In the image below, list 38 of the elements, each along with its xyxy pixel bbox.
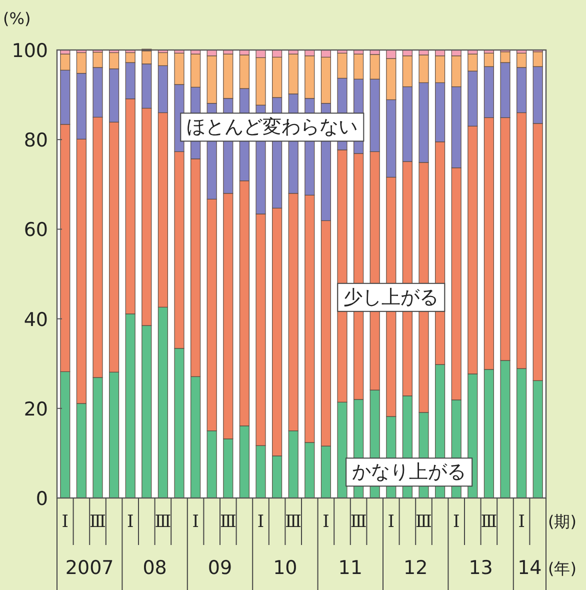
series-label: 少し上がる [344,286,439,308]
text: 2007 [65,557,114,579]
x-tick-label: Ⅰ [452,512,460,532]
text: 09 [208,557,232,579]
x-tick-label: Ⅰ [518,512,525,532]
x-tick-label: Ⅰ [126,512,134,532]
y-tick-label: 20 [24,398,48,420]
text: 12 [404,557,428,579]
y-tick-label: 60 [24,219,48,242]
x-tick-label: Ⅲ [154,512,172,532]
text: 14 [518,557,542,579]
y-tick-label: 40 [24,308,48,331]
x-tick-label: Ⅲ [220,512,236,532]
series-label: 少し上がる [337,282,446,312]
x-tick-label: Ⅲ [285,512,302,532]
x-tick-label: Ⅰ [388,512,395,532]
text: 10 [273,557,298,579]
y-tick-label: 80 [24,130,48,152]
x-tick-label: Ⅲ [350,512,367,532]
text: (年) [548,559,576,578]
series-label: ほとんど変わらない [186,116,358,138]
x-tick-label: Ⅰ [257,512,264,532]
y-axis-title: (%) [3,9,31,28]
x-tick-label: Ⅰ [62,512,69,532]
series-label: かなり上がる [346,458,473,487]
text: (期) [548,512,576,531]
x-tick-label: Ⅰ [322,512,330,532]
x-tick-label: Ⅲ [480,512,498,532]
y-tick-label: 0 [36,488,48,510]
series-label: ほとんど変わらない [180,112,364,142]
series-label: かなり上がる [352,461,466,484]
text: 13 [468,557,493,579]
text: 11 [338,557,362,579]
text: 08 [142,557,167,579]
x-tick-label: Ⅰ [192,512,199,532]
x-tick-label: Ⅲ [90,512,106,532]
x-tick-label: Ⅲ [416,512,432,532]
y-tick-label: 100 [12,40,48,62]
